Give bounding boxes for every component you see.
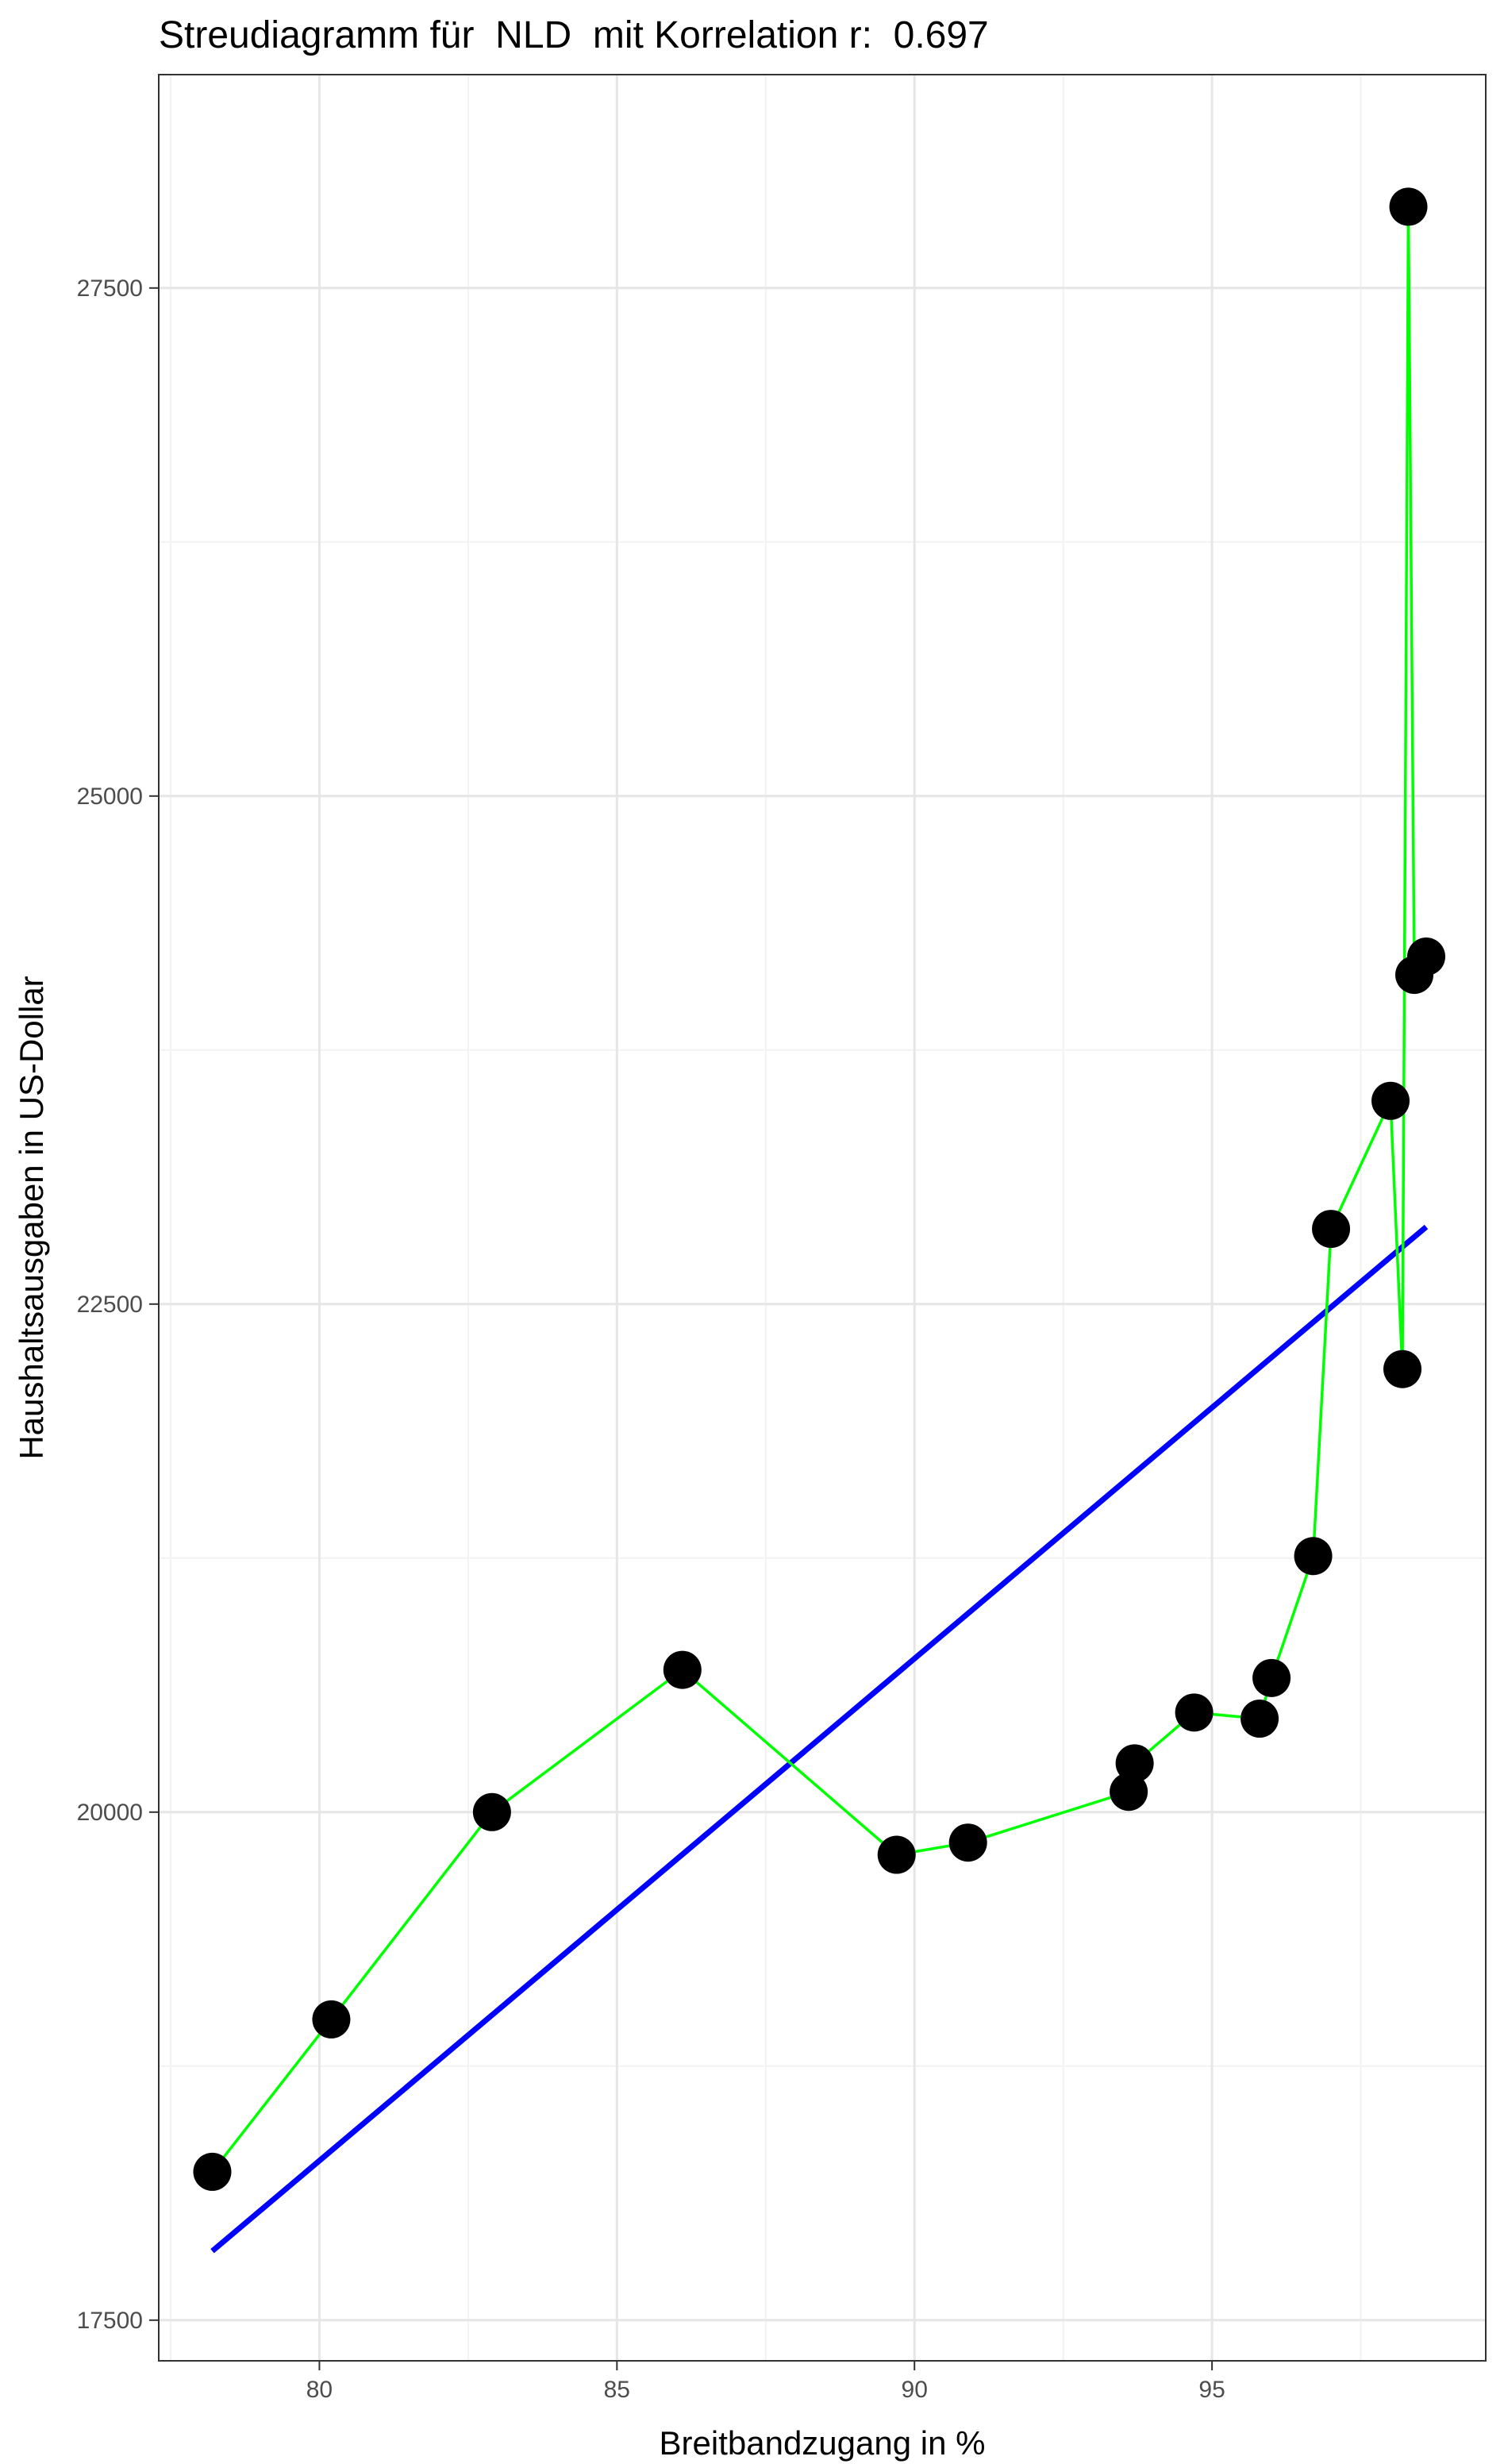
- data-point: [1389, 187, 1428, 226]
- y-tick-label: 20000: [77, 1800, 143, 1826]
- data-points: [193, 187, 1446, 2191]
- data-point: [472, 1792, 511, 1831]
- x-tick-label: 85: [604, 2377, 630, 2403]
- data-point: [1252, 1658, 1291, 1697]
- trend-line-layer: [210, 1224, 1429, 2254]
- data-point: [663, 1650, 702, 1689]
- data-point: [1383, 1349, 1422, 1388]
- y-tick-label: 17500: [77, 2308, 143, 2334]
- data-point: [877, 1835, 916, 1874]
- series-connecting-line: [211, 205, 1428, 2173]
- data-point: [948, 1823, 987, 1862]
- x-axis-title: Breitbandzugang in %: [660, 2424, 986, 2462]
- panel-border: [158, 74, 1487, 2362]
- data-point: [312, 2000, 351, 2039]
- data-point: [1241, 1700, 1279, 1738]
- y-tick-label: 27500: [77, 275, 143, 302]
- y-tick-label: 22500: [77, 1292, 143, 1318]
- y-axis-ticks: 17500 20000 22500 25000 27500: [77, 275, 159, 2334]
- x-tick-label: 95: [1198, 2377, 1225, 2403]
- data-point: [1115, 1744, 1154, 1783]
- chart-title: Streudiagramm für NLD mit Korrelation r:…: [159, 14, 989, 56]
- connecting-line-layer: [211, 205, 1428, 2173]
- y-axis-title: Haushaltsausgaben in US-Dollar: [13, 976, 50, 1459]
- x-tick-label: 90: [902, 2377, 928, 2403]
- data-point: [1312, 1210, 1351, 1249]
- x-tick-label: 80: [306, 2377, 333, 2403]
- x-axis-ticks: 80 85 90 95: [306, 2361, 1225, 2403]
- data-point: [1294, 1537, 1333, 1576]
- data-point: [193, 2152, 232, 2191]
- data-point: [1110, 1773, 1148, 1811]
- data-point: [1175, 1693, 1214, 1732]
- y-tick-label: 25000: [77, 783, 143, 810]
- data-point: [1407, 937, 1446, 976]
- trend-line: [210, 1224, 1429, 2254]
- data-point: [1371, 1081, 1410, 1120]
- grid-lines: [159, 75, 1486, 2361]
